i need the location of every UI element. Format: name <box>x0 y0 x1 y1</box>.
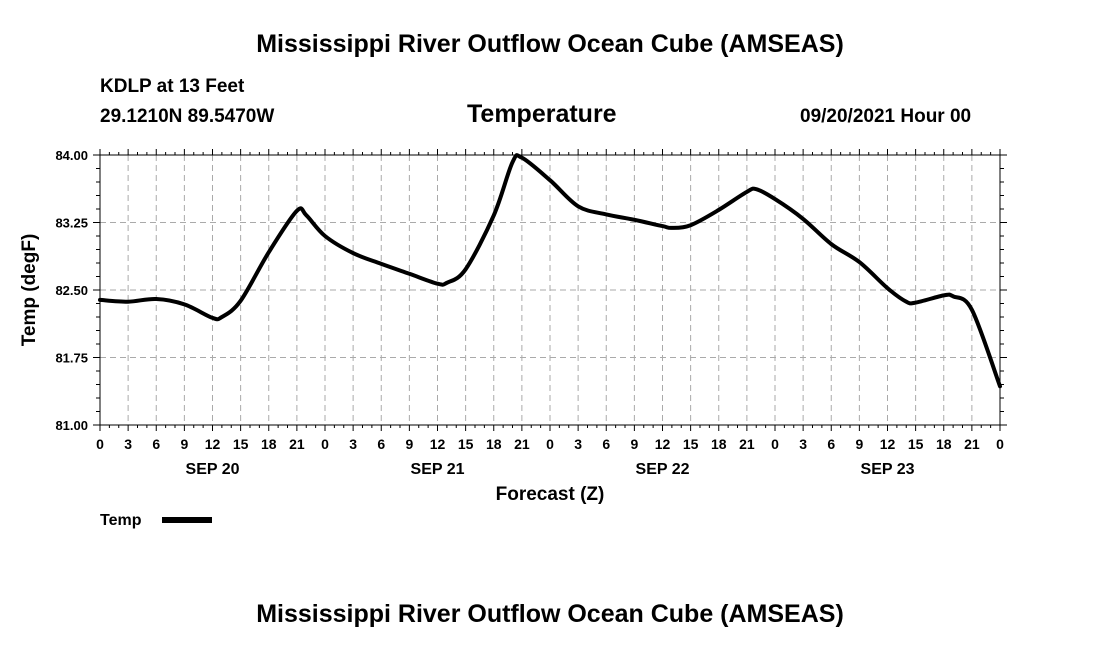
chart-subtitle: Temperature <box>467 100 617 128</box>
x-tick-label: 3 <box>124 436 132 452</box>
x-tick-label: 3 <box>349 436 357 452</box>
x-tick-label: 0 <box>996 436 1004 452</box>
x-tick-label: 12 <box>430 436 446 452</box>
x-tick-label: 21 <box>964 436 980 452</box>
y-tick-label: 82.50 <box>55 283 88 298</box>
day-label: SEP 21 <box>411 461 465 478</box>
x-tick-label: 3 <box>799 436 807 452</box>
x-tick-label: 0 <box>771 436 779 452</box>
x-tick-label: 0 <box>321 436 329 452</box>
x-tick-label: 15 <box>233 436 249 452</box>
x-tick-label: 18 <box>261 436 277 452</box>
grid-lines <box>100 155 1000 425</box>
x-tick-label: 15 <box>683 436 699 452</box>
x-tick-label: 21 <box>739 436 755 452</box>
x-tick-label: 6 <box>827 436 835 452</box>
station-label: KDLP at 13 Feet <box>100 76 245 97</box>
chart-footer-title: Mississippi River Outflow Ocean Cube (AM… <box>256 600 844 628</box>
x-tick-label: 0 <box>546 436 554 452</box>
x-tick-label: 18 <box>486 436 502 452</box>
x-tick-label: 6 <box>602 436 610 452</box>
x-tick-label: 12 <box>880 436 896 452</box>
x-axis-title: Forecast (Z) <box>496 484 605 505</box>
x-tick-label: 6 <box>152 436 160 452</box>
legend-label: Temp <box>100 512 142 529</box>
x-tick-label: 21 <box>289 436 305 452</box>
y-axis-title: Temp (degF) <box>19 234 40 347</box>
y-tick-label: 84.00 <box>55 148 88 163</box>
x-tick-label: 15 <box>458 436 474 452</box>
x-tick-label: 12 <box>655 436 671 452</box>
temp-series-line <box>98 153 1002 389</box>
x-tick-label: 18 <box>711 436 727 452</box>
chart-main-title: Mississippi River Outflow Ocean Cube (AM… <box>256 30 844 58</box>
day-label: SEP 22 <box>636 461 690 478</box>
y-tick-label: 81.00 <box>55 418 88 433</box>
y-axis-ticks <box>93 154 1007 426</box>
x-tick-label: 6 <box>377 436 385 452</box>
x-tick-label: 9 <box>405 436 413 452</box>
y-tick-label: 81.75 <box>55 351 88 366</box>
plot-area-frame <box>99 154 1001 426</box>
day-label: SEP 23 <box>861 461 915 478</box>
x-tick-label: 9 <box>630 436 638 452</box>
x-tick-label: 15 <box>908 436 924 452</box>
x-tick-label: 9 <box>180 436 188 452</box>
day-label: SEP 20 <box>186 461 240 478</box>
x-tick-label: 18 <box>936 436 952 452</box>
station-coordinates: 29.1210N 89.5470W <box>100 106 275 127</box>
y-tick-label: 83.25 <box>55 216 88 231</box>
forecast-datetime: 09/20/2021 Hour 00 <box>800 106 972 127</box>
x-tick-label: 9 <box>855 436 863 452</box>
x-tick-label: 12 <box>205 436 221 452</box>
x-tick-label: 3 <box>574 436 582 452</box>
x-tick-label: 0 <box>96 436 104 452</box>
x-tick-label: 21 <box>514 436 530 452</box>
